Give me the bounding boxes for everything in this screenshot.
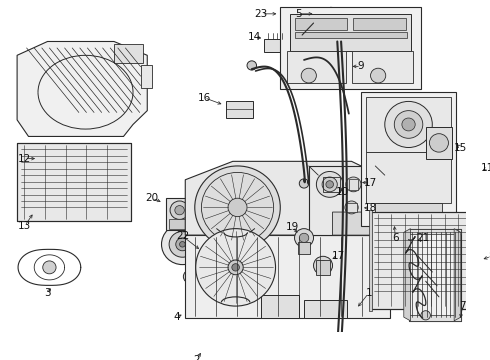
- Bar: [346, 203, 357, 212]
- Circle shape: [170, 201, 189, 220]
- Text: 16: 16: [197, 93, 211, 103]
- Bar: [287, 51, 346, 83]
- Bar: [185, 235, 390, 318]
- Text: 19: 19: [286, 222, 299, 232]
- Text: 21: 21: [416, 233, 429, 243]
- Bar: [351, 51, 413, 83]
- Circle shape: [169, 231, 196, 257]
- Text: 10: 10: [336, 187, 348, 197]
- Text: 15: 15: [454, 143, 467, 153]
- Circle shape: [175, 206, 184, 215]
- Bar: [409, 229, 461, 234]
- Circle shape: [402, 118, 415, 131]
- Circle shape: [345, 201, 358, 214]
- Bar: [366, 152, 451, 203]
- Bar: [366, 97, 451, 152]
- Circle shape: [187, 274, 193, 279]
- Circle shape: [232, 264, 240, 271]
- Circle shape: [162, 224, 203, 265]
- Bar: [166, 198, 193, 230]
- Circle shape: [294, 229, 314, 247]
- Bar: [323, 177, 340, 192]
- Circle shape: [327, 16, 342, 31]
- Bar: [370, 212, 480, 309]
- Bar: [141, 64, 152, 87]
- Bar: [294, 32, 407, 38]
- Bar: [17, 143, 131, 221]
- Polygon shape: [404, 229, 411, 321]
- Circle shape: [176, 238, 189, 251]
- Polygon shape: [17, 41, 147, 136]
- Circle shape: [385, 102, 432, 148]
- Circle shape: [326, 181, 334, 188]
- Bar: [264, 39, 285, 51]
- Polygon shape: [185, 161, 390, 235]
- Bar: [349, 179, 358, 190]
- Polygon shape: [314, 7, 356, 39]
- Polygon shape: [454, 229, 461, 321]
- Bar: [114, 44, 143, 63]
- Text: 17: 17: [364, 177, 377, 188]
- Text: 12: 12: [18, 154, 31, 163]
- Text: 3: 3: [44, 288, 51, 298]
- Bar: [409, 229, 461, 321]
- Circle shape: [228, 260, 243, 275]
- Polygon shape: [333, 212, 385, 235]
- Bar: [304, 300, 347, 318]
- Text: 7: 7: [460, 301, 466, 311]
- Bar: [426, 127, 452, 159]
- Text: 13: 13: [18, 221, 31, 231]
- Circle shape: [183, 270, 196, 283]
- Text: 23: 23: [255, 9, 268, 19]
- Bar: [294, 18, 347, 30]
- Circle shape: [43, 261, 56, 274]
- Bar: [478, 210, 482, 311]
- Text: 14: 14: [248, 32, 261, 42]
- Circle shape: [429, 134, 448, 152]
- Bar: [353, 18, 406, 30]
- Bar: [17, 143, 131, 221]
- Circle shape: [301, 68, 317, 83]
- Circle shape: [318, 261, 328, 270]
- Circle shape: [196, 229, 275, 306]
- Text: 17: 17: [332, 251, 345, 261]
- Text: 9: 9: [358, 61, 365, 71]
- Text: 6: 6: [392, 233, 398, 243]
- Circle shape: [370, 68, 386, 83]
- Text: 1: 1: [366, 288, 372, 298]
- Circle shape: [314, 256, 333, 275]
- Bar: [409, 315, 461, 321]
- Text: 20: 20: [146, 193, 159, 203]
- Circle shape: [421, 311, 430, 320]
- Bar: [375, 203, 442, 223]
- Circle shape: [195, 166, 280, 249]
- Circle shape: [228, 198, 247, 217]
- Text: 8: 8: [488, 251, 490, 261]
- Bar: [280, 7, 421, 89]
- Circle shape: [394, 111, 423, 138]
- Text: 2: 2: [194, 355, 200, 360]
- Text: 22: 22: [176, 231, 189, 241]
- Circle shape: [322, 177, 337, 192]
- Bar: [169, 220, 190, 229]
- Bar: [298, 242, 310, 255]
- Bar: [317, 260, 330, 275]
- Text: 5: 5: [295, 9, 302, 19]
- Bar: [309, 166, 385, 235]
- Bar: [370, 212, 480, 309]
- Bar: [361, 92, 456, 226]
- Bar: [290, 14, 412, 51]
- Circle shape: [346, 177, 361, 192]
- Bar: [261, 295, 299, 318]
- Circle shape: [317, 171, 343, 197]
- Text: 11: 11: [481, 163, 490, 173]
- Circle shape: [179, 242, 185, 247]
- Circle shape: [247, 61, 257, 70]
- Circle shape: [299, 179, 309, 188]
- Bar: [226, 102, 253, 118]
- Circle shape: [299, 233, 309, 243]
- Text: 18: 18: [364, 203, 377, 213]
- Text: 4: 4: [173, 312, 180, 322]
- Bar: [368, 210, 372, 311]
